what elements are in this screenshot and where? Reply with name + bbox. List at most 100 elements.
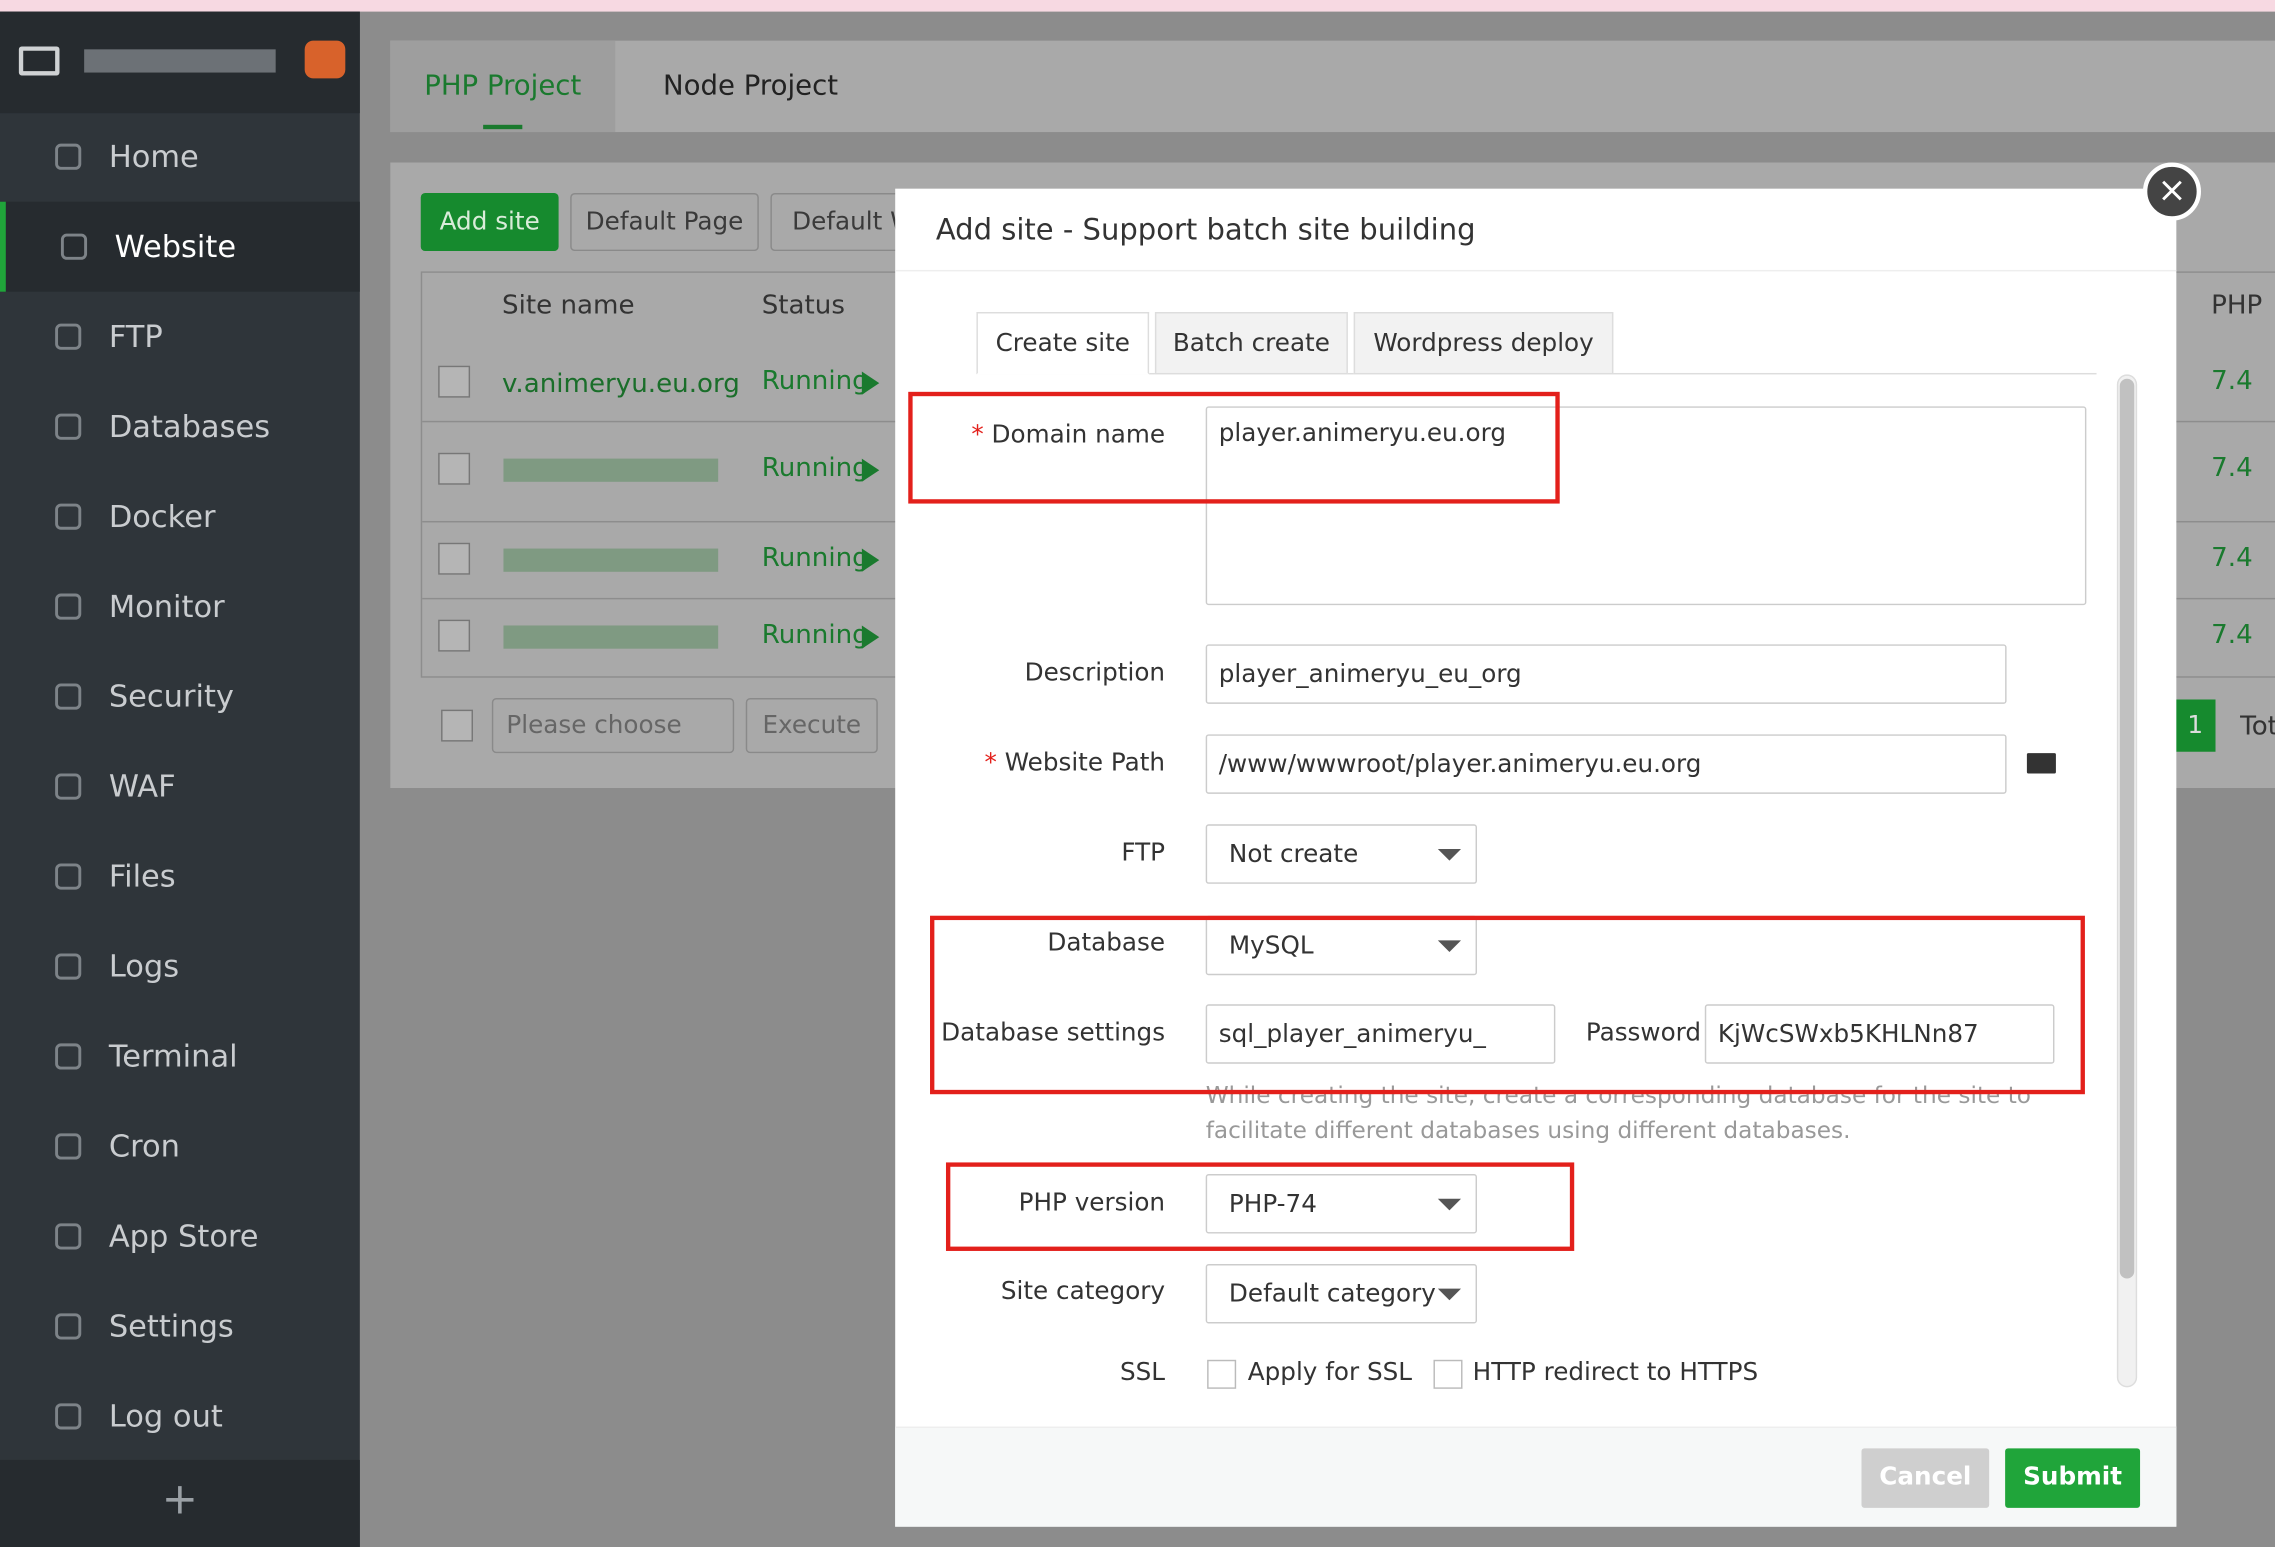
highlight-box <box>945 1162 1575 1251</box>
db-password-input[interactable]: KjWcSWxb5KHLNn87 <box>1704 1004 2055 1064</box>
menu-label: Docker <box>108 499 216 535</box>
category-select[interactable]: Default category <box>1205 1264 1478 1324</box>
option-label[interactable]: HTTP redirect to HTTPS <box>1472 1358 1759 1388</box>
modal-tab[interactable]: Batch create <box>1154 312 1348 375</box>
menu-item[interactable]: Logs <box>0 922 360 1012</box>
blurred-name <box>503 548 719 572</box>
menu-label: FTP <box>108 319 163 355</box>
button[interactable]: Default Page <box>570 193 759 252</box>
menu-item[interactable]: Settings <box>0 1281 360 1371</box>
menu-label: Files <box>108 859 176 894</box>
modal-footer: Cancel Submit <box>895 1426 2177 1527</box>
modal-tab[interactable]: Create site <box>976 312 1150 375</box>
modal-content: Create site Batch create Wordpress deplo… <box>895 273 2176 1390</box>
menu-item[interactable]: Monitor <box>0 562 360 652</box>
checkbox[interactable] <box>438 365 471 398</box>
hint: While creating the site, create a corres… <box>1205 1081 2032 1144</box>
page-current[interactable]: 1 <box>2174 699 2216 752</box>
checkbox[interactable] <box>438 619 471 652</box>
highlight-box <box>908 391 1560 504</box>
menu-icon <box>55 1133 82 1160</box>
highlight-box <box>930 915 2085 1095</box>
menu-item[interactable]: Cron <box>0 1101 360 1191</box>
menu-icon <box>55 413 82 440</box>
submit-button[interactable]: Submit <box>2005 1448 2141 1508</box>
menu-label: Cron <box>108 1129 180 1164</box>
button[interactable]: Default W <box>770 193 916 252</box>
menu-label: Settings <box>108 1309 234 1344</box>
tab[interactable]: Node Project <box>663 69 839 102</box>
field-label: FTP <box>1121 838 1166 868</box>
checkbox[interactable] <box>1207 1359 1237 1389</box>
menu-icon <box>55 683 82 710</box>
folder-icon[interactable] <box>2026 753 2056 774</box>
menu-icon <box>55 503 82 530</box>
close-button[interactable]: × <box>2142 162 2201 221</box>
table-header[interactable]: Site name <box>502 290 635 321</box>
field-label: PHP version <box>1018 1188 1166 1218</box>
modal: Add site - Support batch site building C… <box>895 188 2177 1527</box>
modal-body: Create site Batch create Wordpress deplo… <box>895 273 2176 1390</box>
menu-icon <box>55 1223 82 1250</box>
field-label: Database <box>1047 928 1166 958</box>
checkbox[interactable] <box>438 542 471 575</box>
label-text: Website Path <box>1004 748 1166 778</box>
php-select[interactable]: PHP-74 <box>1205 1174 1478 1234</box>
status[interactable]: Running <box>761 542 869 574</box>
add-menu[interactable]: + <box>0 1459 360 1547</box>
checkbox[interactable] <box>438 452 471 485</box>
site-name[interactable]: v.animeryu.eu.org <box>502 368 740 400</box>
php-version: 7.4 <box>2211 365 2253 397</box>
cancel-button[interactable]: Cancel <box>1861 1448 1990 1508</box>
table-header[interactable]: Status <box>761 290 845 321</box>
path-input[interactable]: /www/wwwroot/player.animeryu.eu.org <box>1205 734 2007 794</box>
menu-item[interactable]: Docker <box>0 472 360 562</box>
logo-icon <box>18 46 60 76</box>
status[interactable]: Running <box>761 619 869 651</box>
menu-item[interactable]: WAF <box>0 742 360 832</box>
menu-item[interactable]: Website <box>0 201 360 292</box>
domain-input[interactable]: player.animeryu.eu.org <box>1205 406 2087 606</box>
menu-icon <box>55 953 82 980</box>
db-user-input[interactable]: sql_player_animeryu_ <box>1205 1004 1556 1064</box>
status-icon <box>861 625 880 649</box>
menu-item[interactable]: Log out <box>0 1371 360 1461</box>
label-text: Domain name <box>991 420 1166 450</box>
menu-label: App Store <box>108 1219 259 1254</box>
menu-item[interactable]: Files <box>0 832 360 922</box>
add-site-button[interactable]: Add site <box>420 193 559 252</box>
menu-icon <box>55 593 82 620</box>
status-icon <box>861 458 880 482</box>
password-label: Password <box>1585 1018 1702 1048</box>
status[interactable]: Running <box>761 452 869 484</box>
project-tabs: PHP Project Node Project <box>390 40 2275 133</box>
checkbox[interactable] <box>1433 1359 1463 1389</box>
scroll-thumb[interactable] <box>2119 378 2135 1279</box>
batch-select[interactable]: Please choose <box>491 698 735 754</box>
field-label: * Website Path <box>895 748 1166 778</box>
option-label[interactable]: Apply for SSL <box>1247 1358 1413 1388</box>
field-label: * Domain name <box>895 421 1165 450</box>
status[interactable]: Running <box>761 365 869 397</box>
tab[interactable]: PHP Project <box>390 40 616 133</box>
menu-item[interactable]: Terminal <box>0 1012 360 1102</box>
menu-label: Security <box>108 679 234 715</box>
ftp-select[interactable]: Not create <box>1205 824 1478 884</box>
menu-item[interactable]: Security <box>0 652 360 742</box>
checkbox[interactable] <box>441 709 473 742</box>
menu-item[interactable]: FTP <box>0 292 360 382</box>
menu-icon <box>60 233 88 260</box>
menu-label: Terminal <box>108 1039 238 1074</box>
description-input[interactable]: player_animeryu_eu_org <box>1205 644 2007 704</box>
execute-button[interactable]: Execute <box>745 698 878 754</box>
menu-item[interactable]: Databases <box>0 382 360 472</box>
menu-label: Website <box>114 229 237 265</box>
modal-tab[interactable]: Wordpress deploy <box>1353 312 1614 375</box>
menu-item[interactable]: App Store <box>0 1191 360 1281</box>
menu-icon <box>55 773 82 800</box>
menu-item[interactable]: Home <box>0 112 360 202</box>
blurred-name <box>503 625 719 649</box>
logo-area <box>0 11 360 114</box>
scrollbar[interactable] <box>2116 374 2138 1388</box>
